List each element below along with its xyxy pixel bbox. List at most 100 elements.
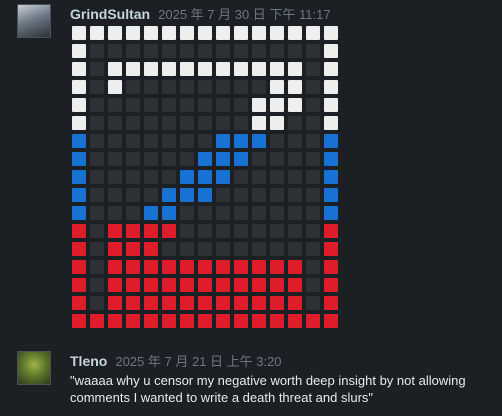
emoji-square: ⬛: [306, 134, 320, 148]
grid-row: ⬜ ⬛ ⬛ ⬛ ⬛ ⬛ ⬛ ⬛ ⬛ ⬛ ⬜ ⬜ ⬜ ⬛ ⬜: [72, 96, 342, 114]
emoji-square: 🟦: [180, 170, 194, 184]
emoji-square: 🟥: [126, 260, 140, 274]
emoji-square: ⬛: [144, 80, 158, 94]
emoji-square: ⬛: [90, 62, 104, 76]
author[interactable]: GrindSultan: [70, 6, 151, 22]
emoji-square: ⬛: [270, 206, 284, 220]
emoji-square: ⬛: [162, 98, 176, 112]
emoji-square: ⬛: [162, 116, 176, 130]
emoji-square: 🟦: [324, 152, 338, 166]
emoji-square: 🟥: [306, 314, 320, 328]
emoji-square: 🟦: [162, 206, 176, 220]
emoji-square: ⬛: [270, 188, 284, 202]
emoji-square: ⬛: [216, 188, 230, 202]
grid-row: 🟥 ⬛ 🟥 🟥 🟥 🟥 🟥 🟥 🟥 🟥 🟥 🟥 🟥 ⬛ 🟥: [72, 294, 342, 312]
emoji-square: 🟥: [324, 260, 338, 274]
emoji-square: 🟥: [162, 278, 176, 292]
emoji-square: ⬛: [162, 80, 176, 94]
emoji-square: ⬛: [144, 152, 158, 166]
emoji-square: ⬜: [270, 26, 284, 40]
emoji-square: ⬛: [90, 44, 104, 58]
emoji-square: ⬛: [234, 206, 248, 220]
emoji-square: 🟥: [198, 260, 212, 274]
emoji-square: ⬜: [126, 26, 140, 40]
emoji-square: 🟦: [72, 152, 86, 166]
emoji-square: 🟥: [162, 296, 176, 310]
emoji-square: 🟥: [252, 260, 266, 274]
emoji-square: 🟥: [126, 296, 140, 310]
emoji-square: ⬛: [198, 116, 212, 130]
emoji-square: 🟥: [198, 278, 212, 292]
emoji-square: ⬛: [126, 98, 140, 112]
emoji-square: 🟦: [180, 188, 194, 202]
emoji-square: ⬜: [72, 44, 86, 58]
emoji-square: 🟥: [144, 242, 158, 256]
emoji-square: ⬛: [288, 224, 302, 238]
grid-row: 🟥 ⬛ 🟥 🟥 🟥 🟥 🟥 🟥 🟥 🟥 🟥 🟥 🟥 ⬛ 🟥: [72, 258, 342, 276]
grid-row: 🟥 ⬛ 🟥 🟥 🟥 🟥 ⬛ ⬛ ⬛ ⬛ ⬛ ⬛ ⬛ ⬛ 🟥: [72, 222, 342, 240]
emoji-square: 🟥: [72, 242, 86, 256]
emoji-square: ⬜: [324, 62, 338, 76]
emoji-square: ⬛: [288, 116, 302, 130]
emoji-square: 🟦: [216, 170, 230, 184]
emoji-square: ⬜: [72, 62, 86, 76]
emoji-square: ⬛: [252, 44, 266, 58]
emoji-square: ⬜: [234, 62, 248, 76]
emoji-square: 🟥: [324, 278, 338, 292]
emoji-square: 🟦: [198, 188, 212, 202]
emoji-square: ⬜: [288, 62, 302, 76]
emoji-square: ⬛: [126, 206, 140, 220]
emoji-square: 🟥: [162, 260, 176, 274]
avatar[interactable]: [17, 4, 51, 38]
emoji-square: ⬛: [270, 170, 284, 184]
emoji-square: ⬛: [180, 206, 194, 220]
emoji-square: ⬛: [126, 80, 140, 94]
emoji-square: ⬛: [144, 170, 158, 184]
emoji-square: 🟦: [72, 206, 86, 220]
emoji-square: ⬛: [108, 134, 122, 148]
grid-row: 🟦 ⬛ ⬛ ⬛ ⬛ ⬛ 🟦 🟦 🟦 ⬛ ⬛ ⬛ ⬛ ⬛ 🟦: [72, 168, 342, 186]
grid-row: ⬜ ⬛ ⬜ ⬛ ⬛ ⬛ ⬛ ⬛ ⬛ ⬛ ⬛ ⬜ ⬜ ⬛ ⬜: [72, 78, 342, 96]
emoji-square: ⬜: [252, 62, 266, 76]
emoji-square: ⬛: [216, 116, 230, 130]
grid-row: 🟥 ⬛ 🟥 🟥 🟥 🟥 🟥 🟥 🟥 🟥 🟥 🟥 🟥 ⬛ 🟥: [72, 276, 342, 294]
emoji-square: ⬛: [234, 98, 248, 112]
emoji-square: ⬛: [288, 134, 302, 148]
emoji-square: ⬛: [162, 134, 176, 148]
emoji-square: 🟥: [234, 278, 248, 292]
emoji-square: ⬜: [72, 116, 86, 130]
emoji-square: ⬛: [306, 260, 320, 274]
emoji-square: 🟦: [324, 134, 338, 148]
emoji-square: ⬜: [324, 80, 338, 94]
emoji-square: 🟥: [324, 242, 338, 256]
emoji-square: ⬜: [198, 62, 212, 76]
emoji-square: 🟥: [234, 296, 248, 310]
emoji-square: ⬜: [180, 62, 194, 76]
emoji-square: ⬜: [270, 98, 284, 112]
emoji-square: ⬛: [180, 116, 194, 130]
avatar[interactable]: [17, 351, 51, 385]
emoji-square: ⬛: [144, 116, 158, 130]
author[interactable]: Tleno: [70, 353, 108, 369]
emoji-square: ⬜: [324, 26, 338, 40]
emoji-square: 🟥: [72, 260, 86, 274]
emoji-square: ⬛: [306, 188, 320, 202]
emoji-square: 🟥: [72, 278, 86, 292]
emoji-square: ⬛: [252, 206, 266, 220]
emoji-square: ⬛: [144, 98, 158, 112]
emoji-square: ⬛: [306, 296, 320, 310]
grid-row: 🟦 ⬛ ⬛ ⬛ 🟦 🟦 ⬛ ⬛ ⬛ ⬛ ⬛ ⬛ ⬛ ⬛ 🟦: [72, 204, 342, 222]
emoji-square: 🟥: [108, 242, 122, 256]
emoji-square: ⬛: [198, 242, 212, 256]
emoji-square: ⬛: [306, 62, 320, 76]
emoji-square: ⬜: [108, 62, 122, 76]
emoji-square: ⬛: [108, 152, 122, 166]
emoji-square: ⬛: [252, 224, 266, 238]
emoji-square: 🟥: [234, 314, 248, 328]
emoji-square: 🟥: [198, 314, 212, 328]
emoji-square: ⬛: [234, 188, 248, 202]
emoji-square: ⬛: [144, 134, 158, 148]
emoji-square: ⬜: [306, 26, 320, 40]
